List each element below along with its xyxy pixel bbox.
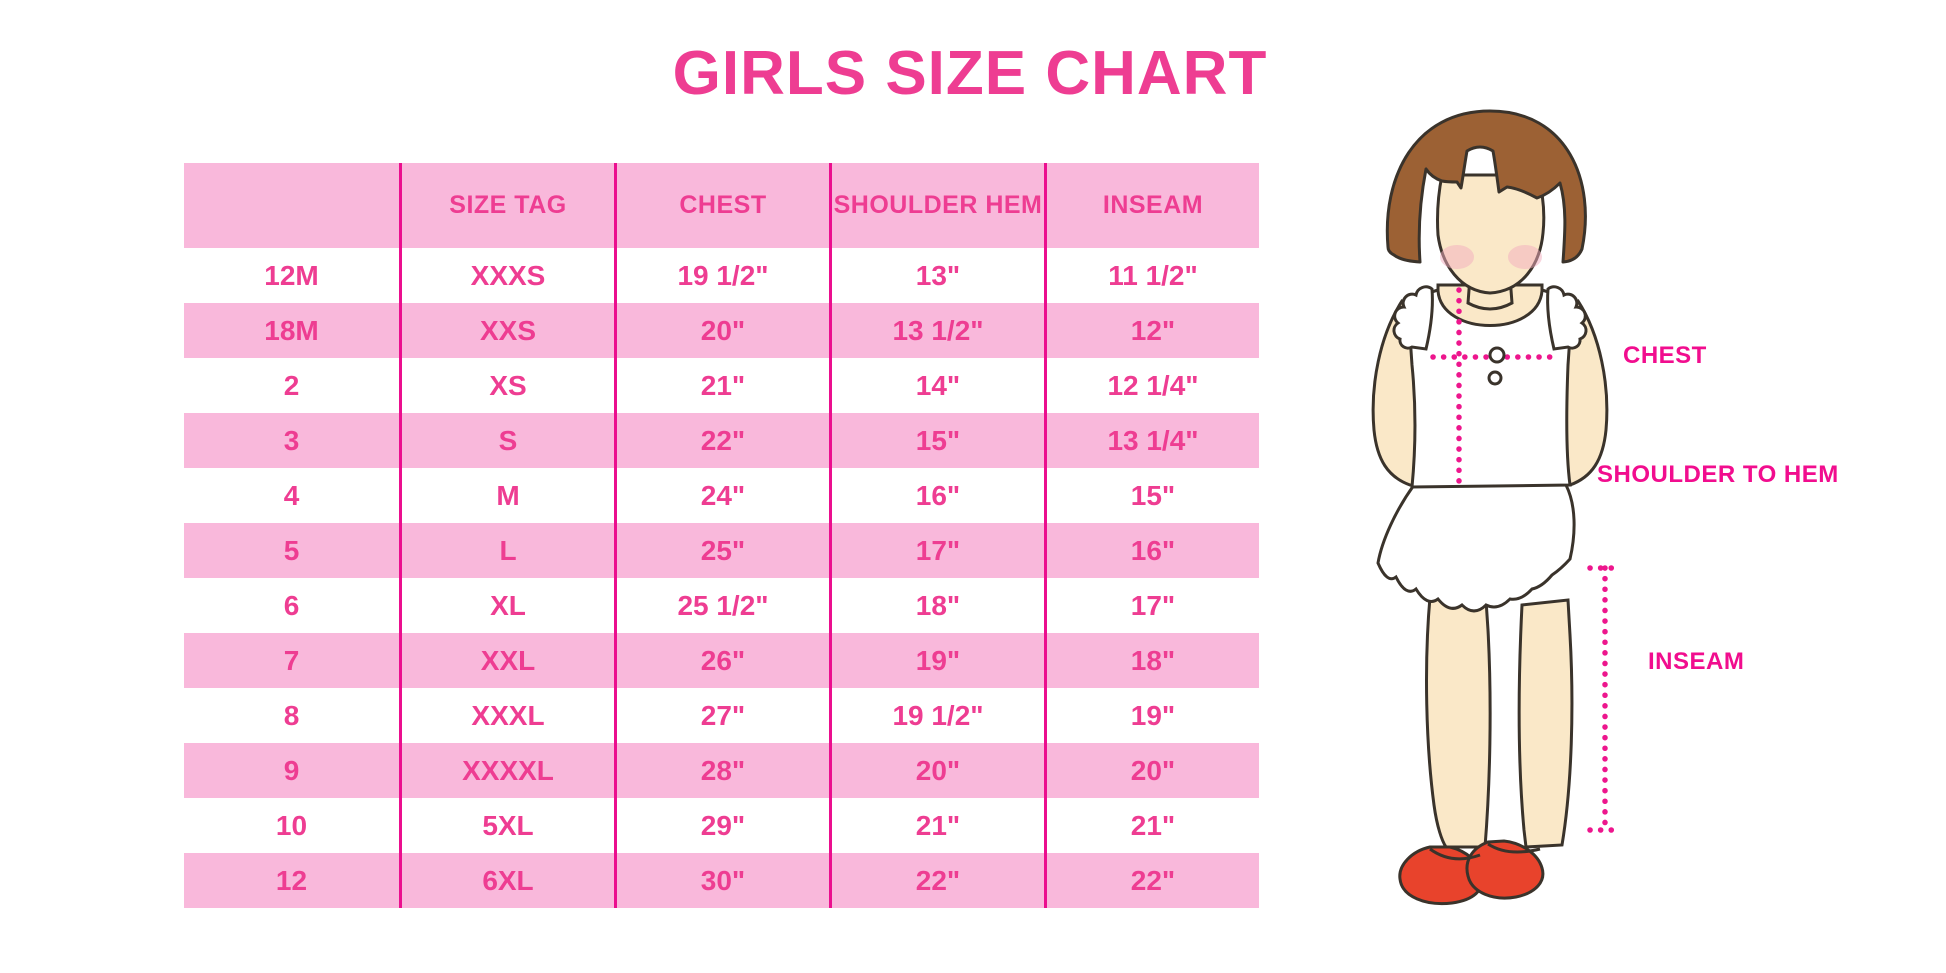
girl-left-leg [1425, 595, 1492, 849]
size-row-4-col-2: 24" [614, 468, 829, 523]
size-table: SIZE TAG CHEST SHOULDER HEM INSEAM 12M XXXS 19… [184, 163, 1259, 908]
size-row-12-col-2: 30" [614, 853, 829, 908]
size-row-3-col-0: 3 [184, 413, 399, 468]
girl-skirt [1376, 483, 1576, 613]
header-cell-inseam: INSEAM [1044, 163, 1259, 248]
bottom-button [1487, 370, 1503, 386]
size-row-5-col-0: 5 [184, 523, 399, 578]
left-shoe-strap [1429, 847, 1481, 861]
size-row-2-col-2: 21" [614, 358, 829, 413]
page-title: GIRLS SIZE CHART [672, 39, 1268, 108]
size-row-18M-col-1: XXS [399, 303, 614, 358]
header-cell-empty [184, 163, 399, 248]
size-row-12M-col-4: 11 1/2" [1044, 248, 1259, 303]
size-row-8-col-1: XXXL [399, 688, 614, 743]
size-row-3-col-2: 22" [614, 413, 829, 468]
chest-label: CHEST [1623, 342, 1707, 369]
size-row-2-col-3: 14" [829, 358, 1044, 413]
size-row-9-col-4: 20" [1044, 743, 1259, 798]
girl-hair [1385, 109, 1587, 264]
size-row-5-col-1: L [399, 523, 614, 578]
size-row-12M-col-0: 12M [184, 248, 399, 303]
size-row-12-col-3: 22" [829, 853, 1044, 908]
left-cheek-blush [1440, 245, 1474, 269]
size-row-3-col-3: 15" [829, 413, 1044, 468]
top-button [1488, 346, 1506, 364]
size-row-3-col-1: S [399, 413, 614, 468]
size-row-9-col-1: XXXXL [399, 743, 614, 798]
size-row-18M-col-4: 12" [1044, 303, 1259, 358]
size-row-2-col-1: XS [399, 358, 614, 413]
size-row-7-col-0: 7 [184, 633, 399, 688]
header-cell-chest: CHEST [614, 163, 829, 248]
size-row-10-col-3: 21" [829, 798, 1044, 853]
size-row-10-col-2: 29" [614, 798, 829, 853]
measurement-figure [1330, 85, 1850, 925]
size-row-10-col-4: 21" [1044, 798, 1259, 853]
size-row-4-col-1: M [399, 468, 614, 523]
girl-right-shoe [1465, 839, 1545, 900]
size-row-8-col-4: 19" [1044, 688, 1259, 743]
size-row-12-col-4: 22" [1044, 853, 1259, 908]
size-row-7-col-1: XXL [399, 633, 614, 688]
size-row-12-col-1: 6XL [399, 853, 614, 908]
size-row-2-col-4: 12 1/4" [1044, 358, 1259, 413]
size-row-12M-col-1: XXXS [399, 248, 614, 303]
size-row-7-col-4: 18" [1044, 633, 1259, 688]
size-row-6-col-1: XL [399, 578, 614, 633]
size-row-18M-col-0: 18M [184, 303, 399, 358]
size-row-8-col-0: 8 [184, 688, 399, 743]
inseam-label: INSEAM [1648, 648, 1745, 675]
shoulder-to-hem-label: SHOULDER TO HEM [1597, 461, 1839, 488]
size-row-5-col-3: 17" [829, 523, 1044, 578]
size-row-6-col-0: 6 [184, 578, 399, 633]
left-ruffle-sleeve [1392, 285, 1434, 351]
size-row-12M-col-3: 13" [829, 248, 1044, 303]
size-row-12-col-0: 12 [184, 853, 399, 908]
size-row-2-col-0: 2 [184, 358, 399, 413]
size-row-9-col-2: 28" [614, 743, 829, 798]
size-row-7-col-2: 26" [614, 633, 829, 688]
size-row-8-col-3: 19 1/2" [829, 688, 1044, 743]
girl-illustration [1371, 109, 1623, 906]
girl-right-leg [1517, 598, 1574, 849]
size-row-4-col-0: 4 [184, 468, 399, 523]
size-row-18M-col-2: 20" [614, 303, 829, 358]
size-row-18M-col-3: 13 1/2" [829, 303, 1044, 358]
girl-top [1406, 288, 1574, 489]
right-ruffle-sleeve [1546, 285, 1588, 351]
right-cheek-blush [1508, 245, 1542, 269]
size-row-5-col-2: 25" [614, 523, 829, 578]
size-row-4-col-4: 15" [1044, 468, 1259, 523]
size-row-6-col-2: 25 1/2" [614, 578, 829, 633]
header-cell-shoulder-hem: SHOULDER HEM [829, 163, 1044, 248]
size-row-10-col-0: 10 [184, 798, 399, 853]
size-row-5-col-4: 16" [1044, 523, 1259, 578]
size-row-10-col-1: 5XL [399, 798, 614, 853]
size-row-12M-col-2: 19 1/2" [614, 248, 829, 303]
size-row-8-col-2: 27" [614, 688, 829, 743]
size-row-7-col-3: 19" [829, 633, 1044, 688]
right-shoe-strap [1487, 842, 1541, 854]
size-row-9-col-3: 20" [829, 743, 1044, 798]
size-row-6-col-4: 17" [1044, 578, 1259, 633]
size-row-4-col-3: 16" [829, 468, 1044, 523]
size-row-6-col-3: 18" [829, 578, 1044, 633]
size-row-3-col-4: 13 1/4" [1044, 413, 1259, 468]
header-cell-size-tag: SIZE TAG [399, 163, 614, 248]
size-row-9-col-0: 9 [184, 743, 399, 798]
